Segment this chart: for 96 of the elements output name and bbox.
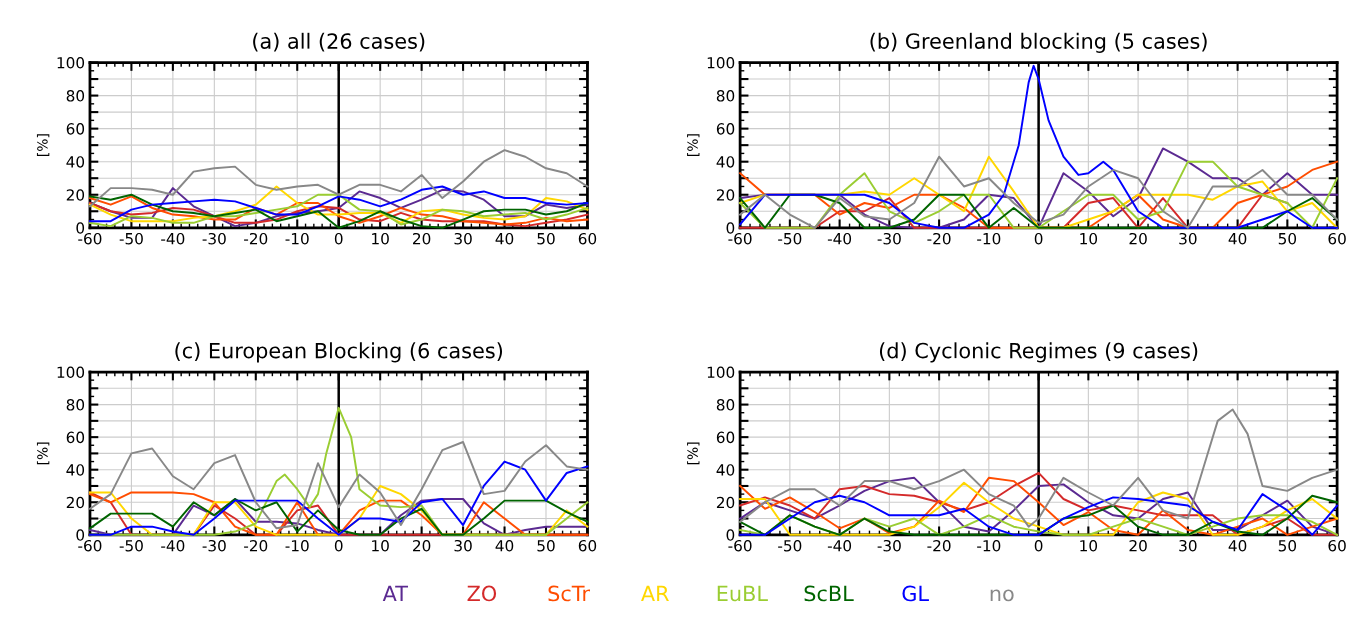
text: AR xyxy=(641,585,669,602)
x-tick-label: -30 xyxy=(202,232,226,245)
x-tick-label: 40 xyxy=(1228,232,1247,245)
y-tick-label: 80 xyxy=(716,399,735,411)
y-tick-label: 40 xyxy=(66,156,85,168)
x-tick-label: -10 xyxy=(285,232,309,245)
y-tick-label: 20 xyxy=(66,496,85,509)
y-axis-title: [%] xyxy=(687,134,700,156)
x-tick-label: -20 xyxy=(244,539,268,552)
y-tick-label: 60 xyxy=(66,123,85,135)
y-tick-label: 40 xyxy=(716,464,735,476)
y-tick-label: 80 xyxy=(716,90,735,102)
x-tick-label: 20 xyxy=(413,539,431,552)
x-tick-label: -50 xyxy=(119,539,143,552)
text: GL xyxy=(902,585,929,602)
y-tick-label: 80 xyxy=(66,399,85,411)
x-tick-label: 60 xyxy=(578,539,597,552)
x-tick-label: 30 xyxy=(454,539,472,552)
y-tick-label: 0 xyxy=(726,529,735,541)
x-tick-label: -30 xyxy=(877,232,901,245)
x-tick-label: 40 xyxy=(495,232,514,245)
y-tick-label: 0 xyxy=(76,222,85,234)
x-tick-label: 20 xyxy=(1129,232,1147,245)
text: ZO xyxy=(467,585,497,602)
line-series xyxy=(739,64,1339,229)
x-tick-label: -10 xyxy=(285,539,309,552)
y-tick-label: 100 xyxy=(57,56,85,69)
x-tick-label: 40 xyxy=(1228,539,1247,552)
y-tick-label: 100 xyxy=(57,366,85,379)
y-tick-label: 40 xyxy=(66,464,85,476)
x-tick-label: -40 xyxy=(827,232,852,245)
chart-title: (c) European Blocking (6 cases) xyxy=(175,342,503,363)
x-tick-label: 60 xyxy=(1328,232,1346,245)
y-axis-title: [%] xyxy=(687,442,700,465)
y-axis-title: [%] xyxy=(36,442,50,465)
chart-title: (a) all (26 cases) xyxy=(253,32,425,52)
y-tick-label: 80 xyxy=(66,90,85,102)
x-tick-label: -50 xyxy=(119,232,143,245)
x-tick-label: 30 xyxy=(1179,539,1197,552)
x-tick-label: 50 xyxy=(1278,232,1297,245)
x-tick-label: 10 xyxy=(372,232,389,245)
x-tick-label: 50 xyxy=(537,539,555,552)
x-tick-label: -10 xyxy=(977,539,1001,552)
y-tick-label: 20 xyxy=(716,496,735,509)
x-tick-label: -40 xyxy=(161,232,185,245)
text: ScBL xyxy=(804,585,854,602)
x-tick-label: -20 xyxy=(927,539,951,552)
x-tick-label: -20 xyxy=(927,232,951,245)
y-tick-label: 20 xyxy=(66,189,85,201)
x-tick-label: 0 xyxy=(334,539,343,552)
x-tick-label: 10 xyxy=(1080,232,1098,245)
y-tick-label: 60 xyxy=(66,431,85,444)
text: AT xyxy=(382,585,409,602)
y-tick-label: 0 xyxy=(76,529,85,541)
x-tick-label: 10 xyxy=(372,539,389,552)
text: EuBL xyxy=(717,585,768,602)
text: no xyxy=(990,589,1014,602)
x-tick-label: -30 xyxy=(877,539,901,552)
line-series xyxy=(88,149,589,208)
y-tick-label: 40 xyxy=(716,156,735,168)
x-tick-label: -60 xyxy=(78,539,102,552)
x-tick-label: -60 xyxy=(728,232,752,245)
x-tick-label: 60 xyxy=(1328,539,1346,552)
y-tick-label: 100 xyxy=(707,366,735,379)
chart-title: (b) Greenland blocking (5 cases) xyxy=(870,32,1207,53)
x-tick-label: -60 xyxy=(78,232,102,245)
x-tick-label: -40 xyxy=(827,539,852,552)
x-tick-label: 0 xyxy=(1034,232,1043,245)
x-tick-label: -50 xyxy=(778,232,802,245)
x-tick-label: 20 xyxy=(1129,539,1147,552)
y-tick-label: 60 xyxy=(716,123,735,135)
x-tick-label: -10 xyxy=(977,232,1001,245)
x-tick-label: -60 xyxy=(728,539,752,552)
line-series xyxy=(739,408,1339,528)
y-tick-label: 100 xyxy=(707,56,735,69)
x-tick-label: -30 xyxy=(202,539,226,552)
x-tick-label: 0 xyxy=(334,232,343,245)
x-tick-label: -50 xyxy=(778,539,802,552)
x-tick-label: 30 xyxy=(1179,232,1197,245)
x-tick-label: -20 xyxy=(244,232,268,245)
chart-title: (d) Cyclonic Regimes (9 cases) xyxy=(879,342,1198,363)
line-series xyxy=(88,441,589,530)
x-tick-label: 10 xyxy=(1080,539,1098,552)
x-tick-label: 0 xyxy=(1034,539,1043,552)
x-tick-label: -40 xyxy=(161,539,185,552)
x-tick-label: 60 xyxy=(578,232,597,245)
x-tick-label: 40 xyxy=(495,539,514,552)
x-tick-label: 30 xyxy=(454,232,472,245)
y-axis-title: [%] xyxy=(36,134,50,156)
text: ScTr xyxy=(548,585,591,602)
x-tick-label: 50 xyxy=(537,232,555,245)
x-tick-label: 20 xyxy=(413,232,431,245)
x-tick-label: 50 xyxy=(1278,539,1297,552)
y-tick-label: 60 xyxy=(716,431,735,444)
y-tick-label: 0 xyxy=(726,222,735,234)
y-tick-label: 20 xyxy=(716,189,735,201)
